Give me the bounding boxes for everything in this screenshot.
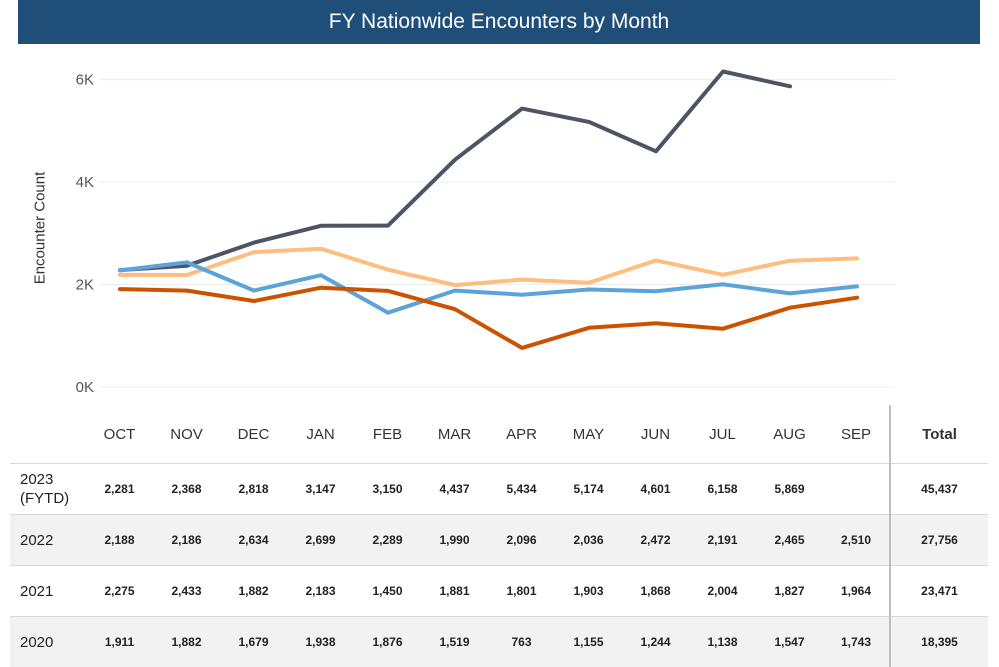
value-cell: 1,519: [421, 617, 488, 667]
value-cell: 4,437: [421, 464, 488, 515]
value-cell: 2,188: [86, 515, 153, 566]
value-cell: 1,547: [756, 617, 823, 667]
value-cell: 2,191: [689, 515, 756, 566]
y-tick-label: 6K: [76, 72, 94, 89]
value-cell: 2,186: [153, 515, 220, 566]
series-line-2023: [120, 72, 790, 271]
value-cell: 6,158: [689, 464, 756, 515]
value-cell: 1,938: [287, 617, 354, 667]
value-cell: 2,818: [220, 464, 287, 515]
value-cell: 1,990: [421, 515, 488, 566]
value-cell: 2,368: [153, 464, 220, 515]
total-header: Total: [890, 405, 988, 464]
month-header: OCT: [86, 405, 153, 464]
value-cell: 2,275: [86, 566, 153, 617]
total-cell: 23,471: [890, 566, 988, 617]
total-cell: 45,437: [890, 464, 988, 515]
value-cell: 2,289: [354, 515, 421, 566]
y-tick-label: 4K: [76, 174, 94, 191]
value-cell: 1,450: [354, 566, 421, 617]
value-cell: 1,155: [555, 617, 622, 667]
value-cell: 2,433: [153, 566, 220, 617]
value-cell: 3,147: [287, 464, 354, 515]
value-cell: 5,174: [555, 464, 622, 515]
month-header: APR: [488, 405, 555, 464]
value-cell: 2,699: [287, 515, 354, 566]
value-cell: 2,510: [823, 515, 890, 566]
value-cell: 2,634: [220, 515, 287, 566]
month-header: AUG: [756, 405, 823, 464]
value-cell: 1,827: [756, 566, 823, 617]
month-header: MAR: [421, 405, 488, 464]
year-cell: 2022: [10, 515, 86, 566]
chart-title: FY Nationwide Encounters by Month: [18, 0, 980, 44]
value-cell: 1,868: [622, 566, 689, 617]
y-tick-label: 2K: [76, 277, 94, 294]
value-cell: 2,096: [488, 515, 555, 566]
y-axis-ticks: 0K 2K 4K 6K: [76, 72, 94, 396]
value-cell: 1,138: [689, 617, 756, 667]
month-header: SEP: [823, 405, 890, 464]
value-cell: 2,004: [689, 566, 756, 617]
value-cell: 3,150: [354, 464, 421, 515]
value-cell: 1,882: [153, 617, 220, 667]
line-chart: 0K 2K 4K 6K: [0, 44, 999, 404]
month-header: DEC: [220, 405, 287, 464]
value-cell: 4,601: [622, 464, 689, 515]
value-cell: 1,244: [622, 617, 689, 667]
value-cell: 1,679: [220, 617, 287, 667]
month-header: JUL: [689, 405, 756, 464]
value-cell: 5,434: [488, 464, 555, 515]
month-header: JAN: [287, 405, 354, 464]
y-axis-label: Encounter Count: [32, 172, 49, 285]
value-cell: 1,881: [421, 566, 488, 617]
year-cell: 2021: [10, 566, 86, 617]
month-header: FEB: [354, 405, 421, 464]
value-cell: 2,472: [622, 515, 689, 566]
month-header: JUN: [622, 405, 689, 464]
series-lines: [120, 72, 857, 348]
value-cell: 1,903: [555, 566, 622, 617]
value-cell: 1,964: [823, 566, 890, 617]
value-cell: 1,743: [823, 617, 890, 667]
value-cell: 763: [488, 617, 555, 667]
month-header: NOV: [153, 405, 220, 464]
value-cell: [823, 464, 890, 515]
value-cell: 1,801: [488, 566, 555, 617]
value-cell: 2,036: [555, 515, 622, 566]
value-cell: 1,876: [354, 617, 421, 667]
total-cell: 18,395: [890, 617, 988, 667]
y-tick-label: 0K: [76, 379, 94, 396]
month-header: MAY: [555, 405, 622, 464]
value-cell: 5,869: [756, 464, 823, 515]
value-cell: 1,911: [86, 617, 153, 667]
series-line-2020: [120, 288, 857, 348]
table-corner: [10, 405, 86, 464]
year-cell: 2020: [10, 617, 86, 667]
value-cell: 1,882: [220, 566, 287, 617]
year-cell: 2023 (FYTD): [10, 464, 86, 515]
total-cell: 27,756: [890, 515, 988, 566]
value-cell: 2,183: [287, 566, 354, 617]
value-cell: 2,281: [86, 464, 153, 515]
value-cell: 2,465: [756, 515, 823, 566]
